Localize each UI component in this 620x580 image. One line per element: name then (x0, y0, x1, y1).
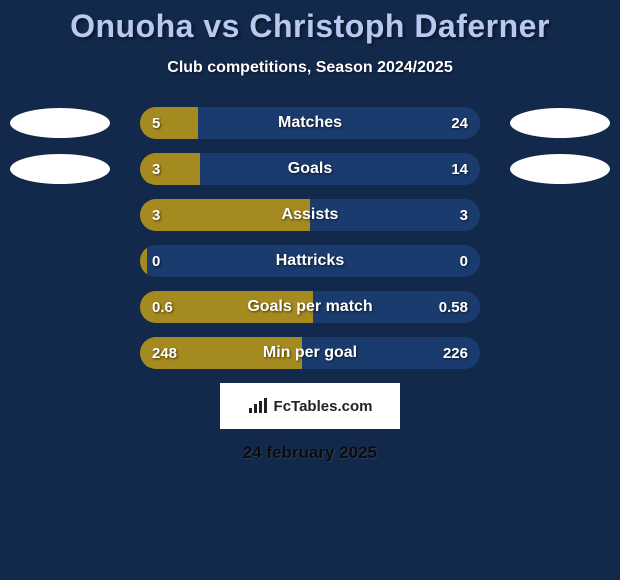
stat-name: Min per goal (140, 337, 480, 369)
stat-bar: 248226Min per goal (140, 337, 480, 369)
stat-row: 524Matches (0, 107, 620, 139)
stat-row: 0.60.58Goals per match (0, 291, 620, 323)
branding-badge: FcTables.com (220, 383, 400, 429)
stat-bar: 00Hattricks (140, 245, 480, 277)
stat-name: Matches (140, 107, 480, 139)
stat-bar: 314Goals (140, 153, 480, 185)
comparison-infographic: Onuoha vs Christoph Daferner Club compet… (0, 0, 620, 580)
stat-bar: 0.60.58Goals per match (140, 291, 480, 323)
left-team-badge (10, 108, 110, 138)
chart-icon (248, 398, 268, 414)
stat-name: Assists (140, 199, 480, 231)
stat-row: 00Hattricks (0, 245, 620, 277)
stats-chart: 524Matches 314Goals 33Assists 00Hattricks 0.… (0, 107, 620, 369)
stat-name: Goals (140, 153, 480, 185)
stat-name: Goals per match (140, 291, 480, 323)
stat-bar: 33Assists (140, 199, 480, 231)
stat-row: 314Goals (0, 153, 620, 185)
stat-row: 33Assists (0, 199, 620, 231)
right-team-badge (510, 108, 610, 138)
right-team-badge (510, 154, 610, 184)
branding-text: FcTables.com (274, 398, 373, 415)
stat-row: 248226Min per goal (0, 337, 620, 369)
subtitle: Club competitions, Season 2024/2025 (0, 59, 620, 77)
stat-bar: 524Matches (140, 107, 480, 139)
stat-name: Hattricks (140, 245, 480, 277)
left-team-badge (10, 154, 110, 184)
date-label: 24 february 2025 (0, 443, 620, 463)
page-title: Onuoha vs Christoph Daferner (0, 8, 620, 45)
